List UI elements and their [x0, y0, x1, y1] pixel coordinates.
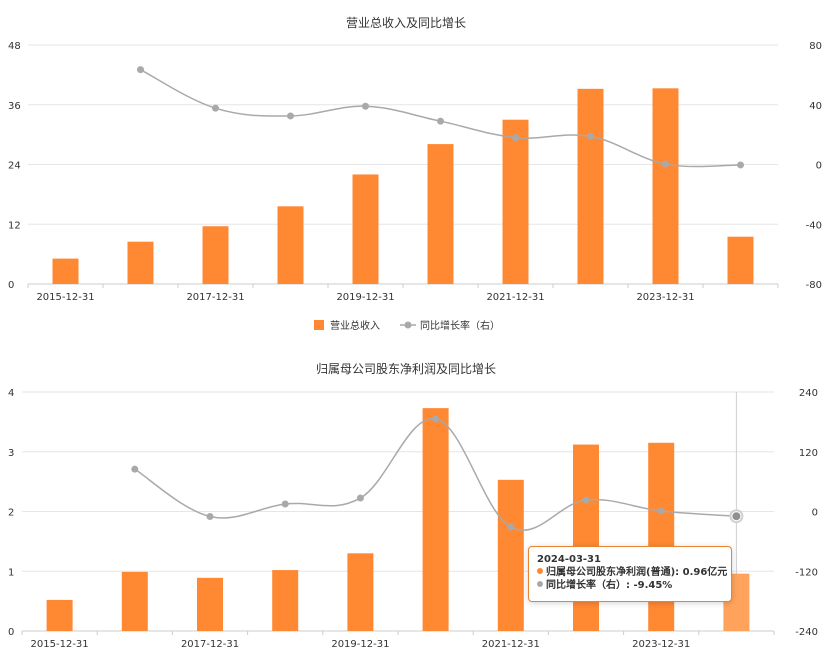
legend-bar-swatch: [314, 320, 324, 330]
line-point[interactable]: [131, 465, 139, 473]
left-axis-tick-label: 4: [8, 388, 14, 399]
right-axis-tick-label: 80: [809, 41, 822, 52]
tooltip-rate-row: 同比增长率（右）: -9.45%: [537, 579, 723, 592]
x-axis-tick-label: 2015-12-31: [31, 639, 89, 650]
tooltip-bar-row: 归属母公司股东净利润(普通): 0.96亿元: [537, 566, 727, 579]
bar[interactable]: [648, 442, 675, 631]
x-axis-tick-label: 2015-12-31: [36, 292, 94, 303]
left-axis-tick-label: 1: [8, 567, 14, 578]
bar[interactable]: [502, 119, 529, 284]
left-axis-tick-label: 36: [8, 101, 21, 112]
line-point[interactable]: [657, 507, 665, 515]
left-axis-tick-label: 3: [8, 448, 14, 459]
data-tooltip: 2024-03-31 归属母公司股东净利润(普通): 0.96亿元 同比增长率（…: [528, 546, 732, 602]
left-axis-tick-label: 12: [8, 220, 21, 231]
legend-bar-label[interactable]: 营业总收入: [330, 319, 380, 332]
right-axis-tick-label: -40: [806, 220, 822, 231]
x-axis-tick-label: 2021-12-31: [482, 639, 540, 650]
tooltip-bar-value: 归属母公司股东净利润(普通): 0.96亿元: [546, 567, 728, 578]
right-axis-tick-label: 240: [799, 388, 818, 399]
x-axis-tick-label: 2017-12-31: [181, 639, 239, 650]
x-axis-tick-label: 2023-12-31: [632, 639, 690, 650]
left-axis-tick-label: 2: [8, 508, 14, 519]
bar[interactable]: [197, 577, 223, 631]
bar[interactable]: [127, 241, 154, 284]
bar[interactable]: [121, 571, 148, 631]
x-axis-tick-label: 2017-12-31: [186, 292, 244, 303]
bar[interactable]: [577, 88, 604, 284]
x-axis-tick-label: 2021-12-31: [486, 292, 544, 303]
line-point[interactable]: [737, 161, 744, 169]
left-axis-tick-label: 0: [8, 627, 14, 638]
bar[interactable]: [46, 599, 73, 631]
line-point[interactable]: [437, 117, 444, 125]
tooltip-date: 2024-03-31: [537, 554, 601, 565]
x-axis-tick-label: 2023-12-31: [636, 292, 694, 303]
line-point[interactable]: [287, 112, 294, 120]
right-axis-tick-label: 120: [799, 448, 818, 459]
tooltip-rate-value: 同比增长率（右）: -9.45%: [546, 580, 673, 591]
line-point[interactable]: [587, 132, 594, 140]
right-axis-tick-label: -240: [795, 627, 818, 638]
line-point[interactable]: [432, 415, 440, 423]
legend-line-label[interactable]: 同比增长率（右）: [420, 319, 500, 332]
line-point[interactable]: [281, 500, 289, 508]
left-axis-tick-label: 48: [8, 41, 21, 52]
bar[interactable]: [573, 444, 599, 631]
legend-line-dot: [404, 321, 412, 329]
left-axis-tick-label: 0: [8, 280, 14, 291]
x-axis-tick-label: 2019-12-31: [336, 292, 394, 303]
bar[interactable]: [52, 258, 79, 284]
line-point[interactable]: [582, 496, 590, 504]
line-point[interactable]: [662, 160, 669, 168]
right-axis-tick-label: -80: [806, 280, 822, 291]
bar[interactable]: [497, 479, 524, 631]
right-axis-tick-label: 0: [812, 508, 818, 519]
right-axis-tick-label: 0: [816, 161, 822, 172]
bar[interactable]: [727, 236, 754, 284]
line-point[interactable]: [731, 511, 742, 522]
line-point[interactable]: [356, 494, 364, 502]
chart-title-revenue: 营业总收入及同比增长: [346, 16, 466, 30]
line-point[interactable]: [362, 102, 369, 110]
line-point[interactable]: [212, 104, 219, 112]
chart-legend[interactable]: 营业总收入 同比增长率（右）: [314, 319, 500, 332]
bar[interactable]: [202, 226, 229, 284]
line-point[interactable]: [206, 512, 214, 520]
left-axis-tick-label: 24: [8, 161, 21, 172]
chart-title-net-profit: 归属母公司股东净利润及同比增长: [316, 362, 496, 376]
bar[interactable]: [347, 553, 374, 631]
bar[interactable]: [272, 570, 299, 631]
bar[interactable]: [652, 88, 679, 284]
tooltip-bar-dot: [537, 568, 543, 574]
right-axis-tick-label: -120: [795, 567, 818, 578]
right-axis-tick-label: 40: [809, 101, 822, 112]
tooltip-rate-dot: [537, 581, 543, 587]
bar[interactable]: [352, 174, 379, 284]
bar[interactable]: [422, 408, 449, 631]
line-point[interactable]: [137, 66, 144, 74]
revenue-chart: 营业总收入及同比增长 0 12 24 36 48 -80 -40 0 40 80 2015-12-3…: [8, 16, 822, 332]
line-point[interactable]: [507, 523, 515, 531]
x-axis-tick-label: 2019-12-31: [331, 639, 389, 650]
bar[interactable]: [277, 206, 304, 284]
bar[interactable]: [427, 144, 454, 284]
net-profit-chart: 归属母公司股东净利润及同比增长 0 1 2 3 4 -240 -120 0 120 240 2015…: [8, 362, 818, 650]
line-point[interactable]: [512, 134, 519, 142]
